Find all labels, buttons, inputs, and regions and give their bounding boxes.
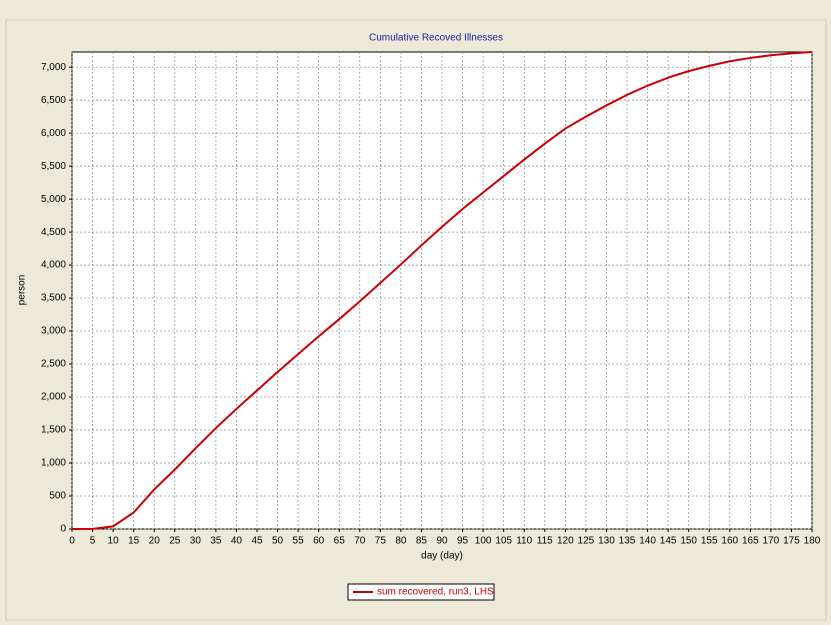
y-tick-label: 4,000: [41, 260, 66, 271]
x-tick-label: 130: [598, 536, 615, 547]
y-tick-label: 6,500: [41, 95, 66, 106]
x-tick-label: 175: [783, 536, 800, 547]
x-tick-label: 55: [293, 536, 305, 547]
x-tick-label: 150: [680, 536, 697, 547]
x-tick-label: 110: [516, 536, 532, 547]
x-tick-label: 50: [272, 536, 284, 547]
y-tick-label: 4,500: [41, 227, 66, 238]
x-tick-label: 90: [436, 536, 448, 547]
x-tick-label: 80: [395, 536, 407, 547]
x-tick-label: 85: [416, 536, 428, 547]
y-tick-label: 500: [49, 491, 66, 502]
x-tick-label: 120: [557, 536, 574, 547]
x-tick-label: 65: [334, 536, 346, 547]
y-tick-label: 6,000: [41, 128, 66, 139]
x-tick-label: 155: [701, 536, 718, 547]
x-tick-label: 45: [251, 536, 263, 547]
x-tick-label: 145: [660, 536, 677, 547]
x-tick-label: 40: [231, 536, 243, 547]
data-line: [71, 51, 813, 530]
x-tick-label: 95: [457, 536, 469, 547]
x-tick-label: 140: [639, 536, 656, 547]
x-tick-label: 125: [578, 536, 595, 547]
y-tick-label: 7,000: [41, 62, 66, 73]
x-tick-label: 135: [619, 536, 636, 547]
legend-label: sum recovered, run3, LHS: [377, 587, 494, 598]
y-tick-label: 2,500: [41, 359, 66, 370]
x-tick-label: 70: [354, 536, 366, 547]
y-tick-label: 1,500: [41, 425, 66, 436]
y-tick-label: 3,500: [41, 293, 66, 304]
x-tick-label: 5: [90, 536, 96, 547]
x-tick-label: 165: [742, 536, 759, 547]
y-tick-label: 5,000: [41, 194, 66, 205]
y-tick-label: 3,000: [41, 326, 66, 337]
x-tick-label: 180: [804, 536, 821, 547]
x-tick-label: 115: [537, 536, 553, 547]
x-tick-label: 0: [69, 536, 75, 547]
y-tick-label: 0: [60, 524, 66, 535]
y-tick-label: 5,500: [41, 161, 66, 172]
x-tick-label: 60: [313, 536, 325, 547]
x-tick-label: 10: [108, 536, 120, 547]
chart-title: Cumulative Recoved Illnesses: [369, 33, 503, 44]
legend-box: [347, 583, 495, 601]
x-tick-label: 105: [495, 536, 512, 547]
x-tick-label: 170: [763, 536, 780, 547]
y-tick-label: 2,000: [41, 392, 66, 403]
x-tick-label: 100: [475, 536, 492, 547]
x-tick-label: 160: [721, 536, 738, 547]
x-tick-label: 15: [128, 536, 140, 547]
x-tick-label: 35: [210, 536, 222, 547]
x-tick-label: 75: [375, 536, 387, 547]
x-tick-label: 25: [169, 536, 181, 547]
x-tick-label: 30: [190, 536, 202, 547]
x-tick-label: 20: [149, 536, 161, 547]
y-tick-label: 1,000: [41, 458, 66, 469]
x-axis-label: day (day): [421, 551, 463, 562]
y-axis-label: person: [17, 275, 28, 306]
